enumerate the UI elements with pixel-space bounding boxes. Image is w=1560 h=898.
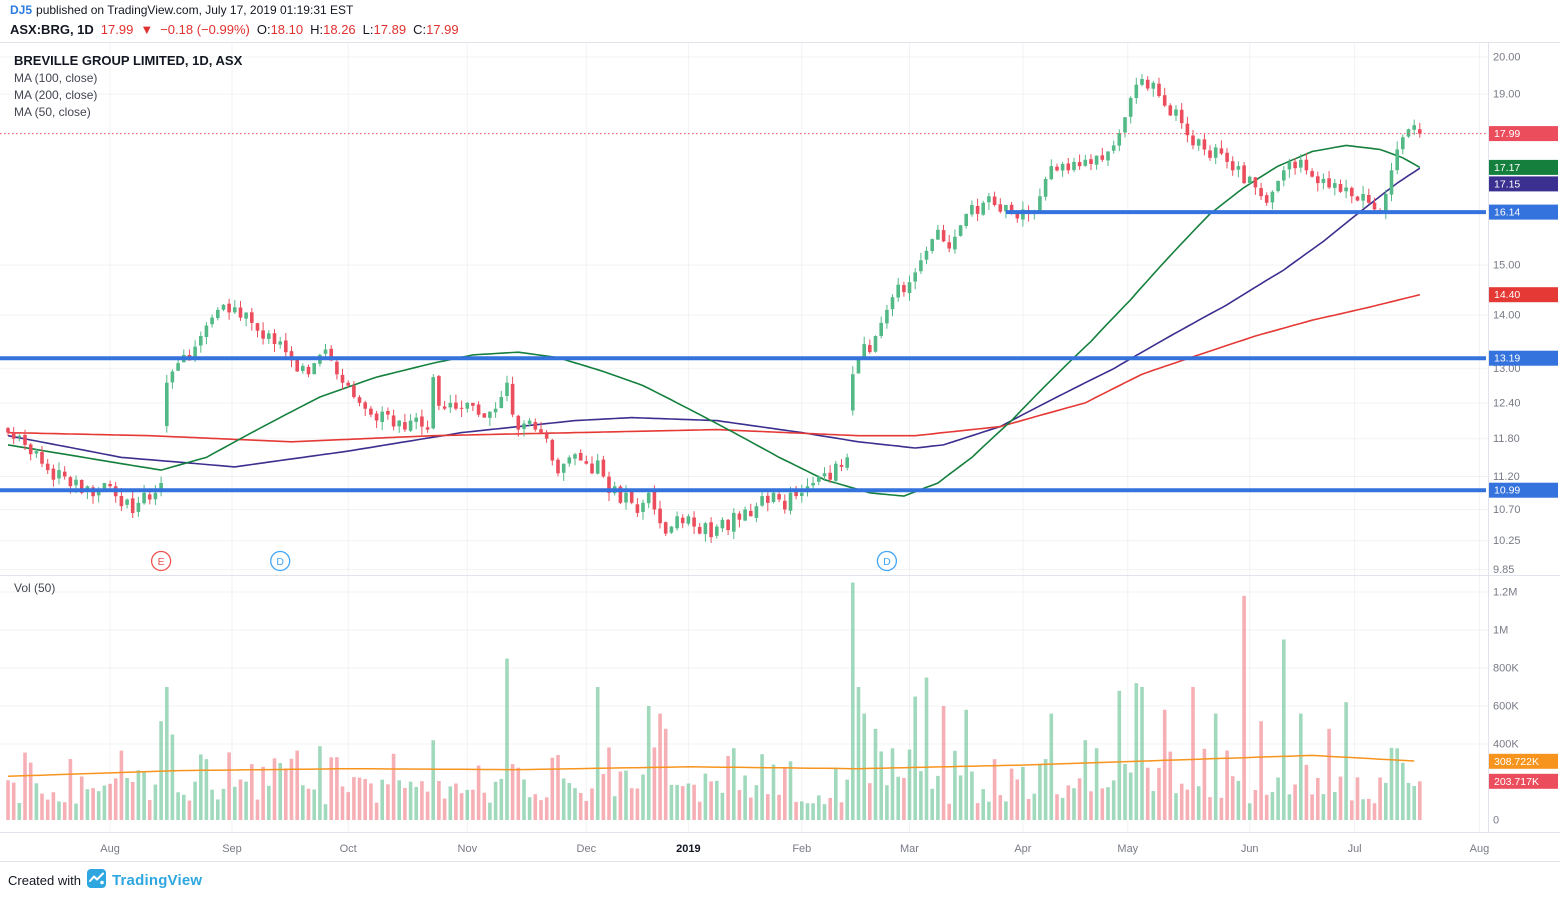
svg-text:600K: 600K bbox=[1493, 701, 1519, 713]
horizontal-lines[interactable] bbox=[0, 210, 1486, 493]
svg-text:1M: 1M bbox=[1493, 625, 1508, 637]
publish-header: DJ5 published on TradingView.com, July 17… bbox=[10, 3, 353, 17]
svg-text:Nov: Nov bbox=[458, 843, 478, 855]
ma100-badge: 17.15 bbox=[1489, 176, 1558, 192]
svg-text:May: May bbox=[1117, 843, 1138, 855]
high-value: H:18.26 bbox=[310, 22, 356, 37]
tradingview-brand-link[interactable]: TradingView bbox=[111, 871, 203, 889]
ma50-line bbox=[7, 144, 1421, 497]
svg-text:Aug: Aug bbox=[100, 843, 120, 855]
svg-text:17.15: 17.15 bbox=[1494, 178, 1520, 190]
volume-legend[interactable]: Vol (50) bbox=[14, 581, 56, 595]
svg-text:11.20: 11.20 bbox=[1493, 471, 1520, 483]
svg-text:E: E bbox=[158, 556, 165, 568]
marker-dividend bbox=[270, 550, 291, 572]
legend-ma100[interactable]: MA (100, close) bbox=[14, 71, 98, 85]
svg-text:D: D bbox=[276, 556, 284, 568]
svg-text:D: D bbox=[883, 556, 891, 568]
svg-text:800K: 800K bbox=[1493, 663, 1519, 675]
vol-last-badge: 203.717K bbox=[1489, 773, 1558, 789]
candles-layer bbox=[6, 74, 1422, 543]
ma200-badge: 14.40 bbox=[1489, 287, 1558, 303]
svg-text:0: 0 bbox=[1493, 815, 1499, 827]
grid-layer bbox=[0, 42, 1488, 833]
svg-text:14.00: 14.00 bbox=[1493, 310, 1521, 322]
symbol-header: ASX:BRG, 1D 17.99 ▼ −0.18 (−0.99%) O:18.… bbox=[10, 22, 459, 37]
svg-text:13.19: 13.19 bbox=[1494, 353, 1520, 365]
legend-ma50[interactable]: MA (50, close) bbox=[14, 105, 91, 119]
svg-text:Aug: Aug bbox=[1470, 843, 1490, 855]
footer: Created with TradingView bbox=[8, 869, 202, 891]
svg-text:2019: 2019 bbox=[676, 843, 700, 855]
svg-text:1.2M: 1.2M bbox=[1493, 587, 1517, 599]
svg-text:308.722K: 308.722K bbox=[1494, 756, 1539, 768]
svg-text:Oct: Oct bbox=[340, 843, 357, 855]
tradingview-logo-icon bbox=[86, 869, 106, 891]
close-value: C:17.99 bbox=[413, 22, 459, 37]
volume-ma-line bbox=[7, 754, 1415, 778]
svg-text:20.00: 20.00 bbox=[1493, 52, 1521, 64]
volume-bars bbox=[6, 582, 1422, 820]
svg-text:10.99: 10.99 bbox=[1494, 485, 1520, 497]
low-value: L:17.89 bbox=[362, 22, 407, 37]
price-change: −0.18 (−0.99%) bbox=[160, 22, 250, 37]
svg-text:17.17: 17.17 bbox=[1494, 162, 1520, 174]
svg-text:Sep: Sep bbox=[222, 843, 242, 855]
legend-title[interactable]: BREVILLE GROUP LIMITED, 1D, ASX bbox=[14, 53, 243, 68]
svg-text:13.00: 13.00 bbox=[1493, 363, 1521, 375]
svg-text:Jul: Jul bbox=[1348, 843, 1362, 855]
chart-legend: BREVILLE GROUP LIMITED, 1D, ASX MA (100,… bbox=[14, 52, 242, 121]
direction-arrow-icon: ▼ bbox=[140, 22, 154, 37]
svg-text:Jun: Jun bbox=[1241, 843, 1259, 855]
price-axis[interactable]: 20.00 19.00 15.00 14.00 13.00 12.40 11.80 11.20… bbox=[1493, 52, 1521, 827]
marker-earnings bbox=[150, 550, 172, 572]
author-link[interactable]: DJ5 bbox=[10, 3, 33, 17]
symbol-name[interactable]: ASX:BRG, 1D bbox=[10, 22, 94, 37]
svg-text:14.40: 14.40 bbox=[1494, 289, 1520, 301]
publish-info: published on TradingView.com, July 17, 2… bbox=[36, 3, 354, 17]
marker-dividend bbox=[876, 550, 898, 572]
pane-borders bbox=[0, 42, 1560, 862]
svg-text:Apr: Apr bbox=[1014, 843, 1031, 855]
svg-text:15.00: 15.00 bbox=[1493, 260, 1521, 272]
price-badges: 17.99 17.17 17.15 16.14 14.40 13.19 10.99 308.7… bbox=[1489, 126, 1558, 789]
svg-text:12.40: 12.40 bbox=[1493, 397, 1521, 409]
svg-text:400K: 400K bbox=[1493, 739, 1519, 751]
hline-badge-2: 13.19 bbox=[1489, 350, 1558, 366]
hline-badge-1: 16.14 bbox=[1489, 204, 1558, 220]
svg-text:10.25: 10.25 bbox=[1493, 535, 1521, 547]
svg-text:9.85: 9.85 bbox=[1493, 564, 1514, 576]
svg-text:10.70: 10.70 bbox=[1493, 504, 1521, 516]
open-value: O:18.10 bbox=[256, 22, 304, 37]
svg-text:11.80: 11.80 bbox=[1493, 433, 1520, 445]
ma100-line bbox=[7, 167, 1421, 468]
time-axis[interactable]: Aug Sep Oct Nov Dec 2019 Feb Mar Apr May Jun Jul Aug bbox=[100, 843, 1489, 855]
svg-text:19.00: 19.00 bbox=[1493, 89, 1521, 101]
last-price-badge: 17.99 bbox=[1489, 126, 1558, 142]
created-with-label: Created with bbox=[8, 872, 81, 888]
svg-text:16.14: 16.14 bbox=[1494, 207, 1520, 219]
ma50-badge: 17.17 bbox=[1489, 159, 1558, 175]
svg-text:203.717K: 203.717K bbox=[1494, 776, 1539, 788]
vol-ma-badge: 308.722K bbox=[1489, 753, 1558, 769]
svg-text:17.99: 17.99 bbox=[1494, 128, 1520, 140]
hline-badge-3: 10.99 bbox=[1489, 482, 1558, 498]
last-price: 17.99 bbox=[100, 22, 134, 37]
svg-text:Mar: Mar bbox=[900, 843, 919, 855]
svg-text:Feb: Feb bbox=[792, 843, 811, 855]
legend-ma200[interactable]: MA (200, close) bbox=[14, 88, 98, 102]
svg-text:Dec: Dec bbox=[577, 843, 597, 855]
